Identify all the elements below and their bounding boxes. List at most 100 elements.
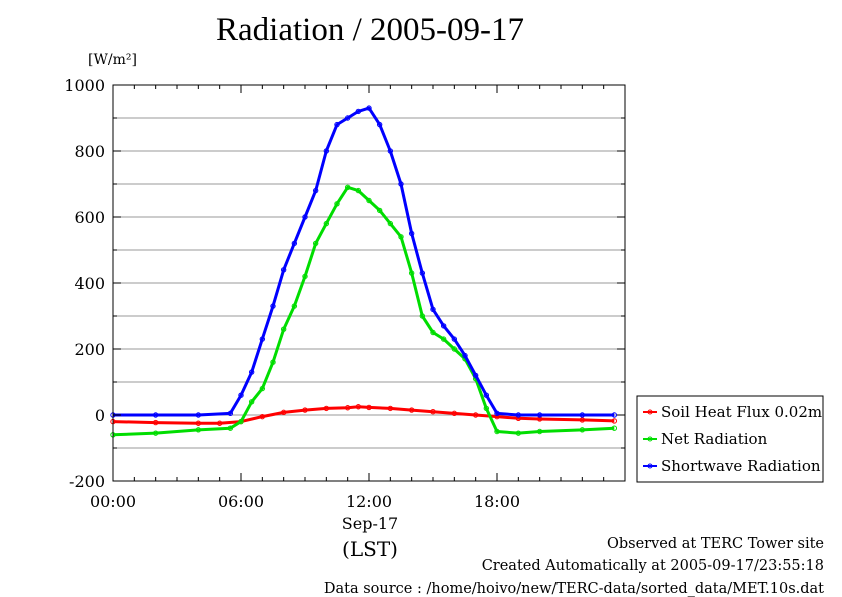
data-point xyxy=(408,270,415,276)
data-point xyxy=(280,326,287,332)
data-point xyxy=(323,405,330,412)
data-point xyxy=(398,181,404,187)
data-point xyxy=(440,323,447,329)
footer-site: Observed at TERC Tower site xyxy=(606,536,824,552)
x-tick-label: 12:00 xyxy=(346,492,392,511)
y-tick-label: 200 xyxy=(74,340,105,359)
data-point xyxy=(302,214,308,220)
data-point xyxy=(611,418,618,424)
y-tick-label: 0 xyxy=(95,406,105,425)
data-point xyxy=(216,420,223,426)
data-point xyxy=(334,121,340,128)
x-tick-label: 00:00 xyxy=(90,492,136,511)
data-point xyxy=(259,336,266,342)
legend-label: Soil Heat Flux 0.02m xyxy=(661,403,822,421)
data-point xyxy=(270,359,276,365)
data-point xyxy=(195,412,202,418)
data-point xyxy=(302,407,308,413)
legend-label: Shortwave Radiation xyxy=(661,457,821,475)
data-point xyxy=(344,405,351,411)
data-point xyxy=(494,410,500,417)
data-point xyxy=(451,336,458,342)
data-point xyxy=(270,303,276,309)
x-tick-label: 18:00 xyxy=(474,492,520,511)
y-axis-unit-label: [W/m²] xyxy=(88,52,137,68)
data-point xyxy=(355,187,362,194)
data-point xyxy=(259,413,266,420)
legend: Soil Heat Flux 0.02m Net Radiation Shortwa… xyxy=(636,395,824,483)
legend-marker xyxy=(647,463,653,469)
data-point xyxy=(536,412,543,418)
legend-label: Net Radiation xyxy=(661,430,768,448)
data-point xyxy=(227,425,234,431)
data-point xyxy=(302,273,308,280)
axis-ticks: -200 0 200 400 600 800 1000 00:00 06:00 12:00 18:0… xyxy=(64,76,625,511)
data-point xyxy=(611,425,618,431)
footer-source: Data source : /home/hoivo/new/TERC-data/… xyxy=(323,581,824,597)
data-point xyxy=(408,230,415,237)
y-tick-label: 600 xyxy=(74,208,105,227)
data-point xyxy=(515,412,522,418)
data-point xyxy=(579,427,586,433)
series-line-2 xyxy=(113,106,615,417)
data-point xyxy=(472,372,479,379)
data-point xyxy=(344,115,351,121)
data-point xyxy=(238,418,244,425)
data-point xyxy=(451,346,458,352)
data-point xyxy=(312,187,319,194)
data-point xyxy=(430,329,436,336)
footer-created: Created Automatically at 2005-09-17/23:5… xyxy=(481,558,824,574)
legend-marker xyxy=(647,436,653,442)
series-line-1 xyxy=(112,185,615,437)
data-point xyxy=(366,197,372,204)
data-point xyxy=(515,430,522,436)
data-point xyxy=(227,410,234,417)
data-point xyxy=(483,405,490,412)
data-point xyxy=(291,303,298,309)
data-point xyxy=(323,220,330,227)
data-point xyxy=(366,404,372,411)
data-point xyxy=(152,430,159,436)
data-point xyxy=(312,240,319,247)
x-tick-label: 06:00 xyxy=(218,492,264,511)
data-point xyxy=(355,404,362,410)
series-line-0 xyxy=(112,405,615,425)
data-point xyxy=(376,121,383,128)
data-point xyxy=(280,267,287,273)
data-point xyxy=(259,385,266,392)
data-point xyxy=(536,428,543,435)
data-point xyxy=(248,399,255,405)
y-tick-label: 400 xyxy=(74,274,105,293)
data-point xyxy=(472,412,479,418)
data-point xyxy=(280,409,287,416)
series-layer xyxy=(110,105,618,438)
y-tick-label: -200 xyxy=(69,472,105,491)
data-point xyxy=(419,270,426,276)
grid-lines xyxy=(113,117,625,449)
data-point xyxy=(419,313,426,319)
data-point xyxy=(462,352,468,359)
data-point xyxy=(494,428,500,435)
data-point xyxy=(451,410,458,417)
data-point xyxy=(152,412,159,418)
data-point xyxy=(195,420,202,426)
data-point xyxy=(483,392,490,398)
data-point xyxy=(366,105,372,111)
y-tick-label: 800 xyxy=(74,142,105,161)
data-point xyxy=(387,148,394,154)
data-point xyxy=(248,369,255,375)
data-point xyxy=(398,234,404,240)
data-point xyxy=(387,220,394,227)
data-point xyxy=(579,417,586,423)
data-point xyxy=(238,392,244,398)
x-timezone-text: (LST) xyxy=(342,537,398,561)
data-point xyxy=(152,419,159,426)
data-point xyxy=(408,407,415,413)
data-point xyxy=(334,201,340,207)
data-point xyxy=(195,427,202,433)
data-point xyxy=(355,108,362,115)
data-point xyxy=(323,148,330,154)
chart-title: Radiation / 2005-09-17 xyxy=(216,12,524,48)
legend-box xyxy=(636,395,824,483)
